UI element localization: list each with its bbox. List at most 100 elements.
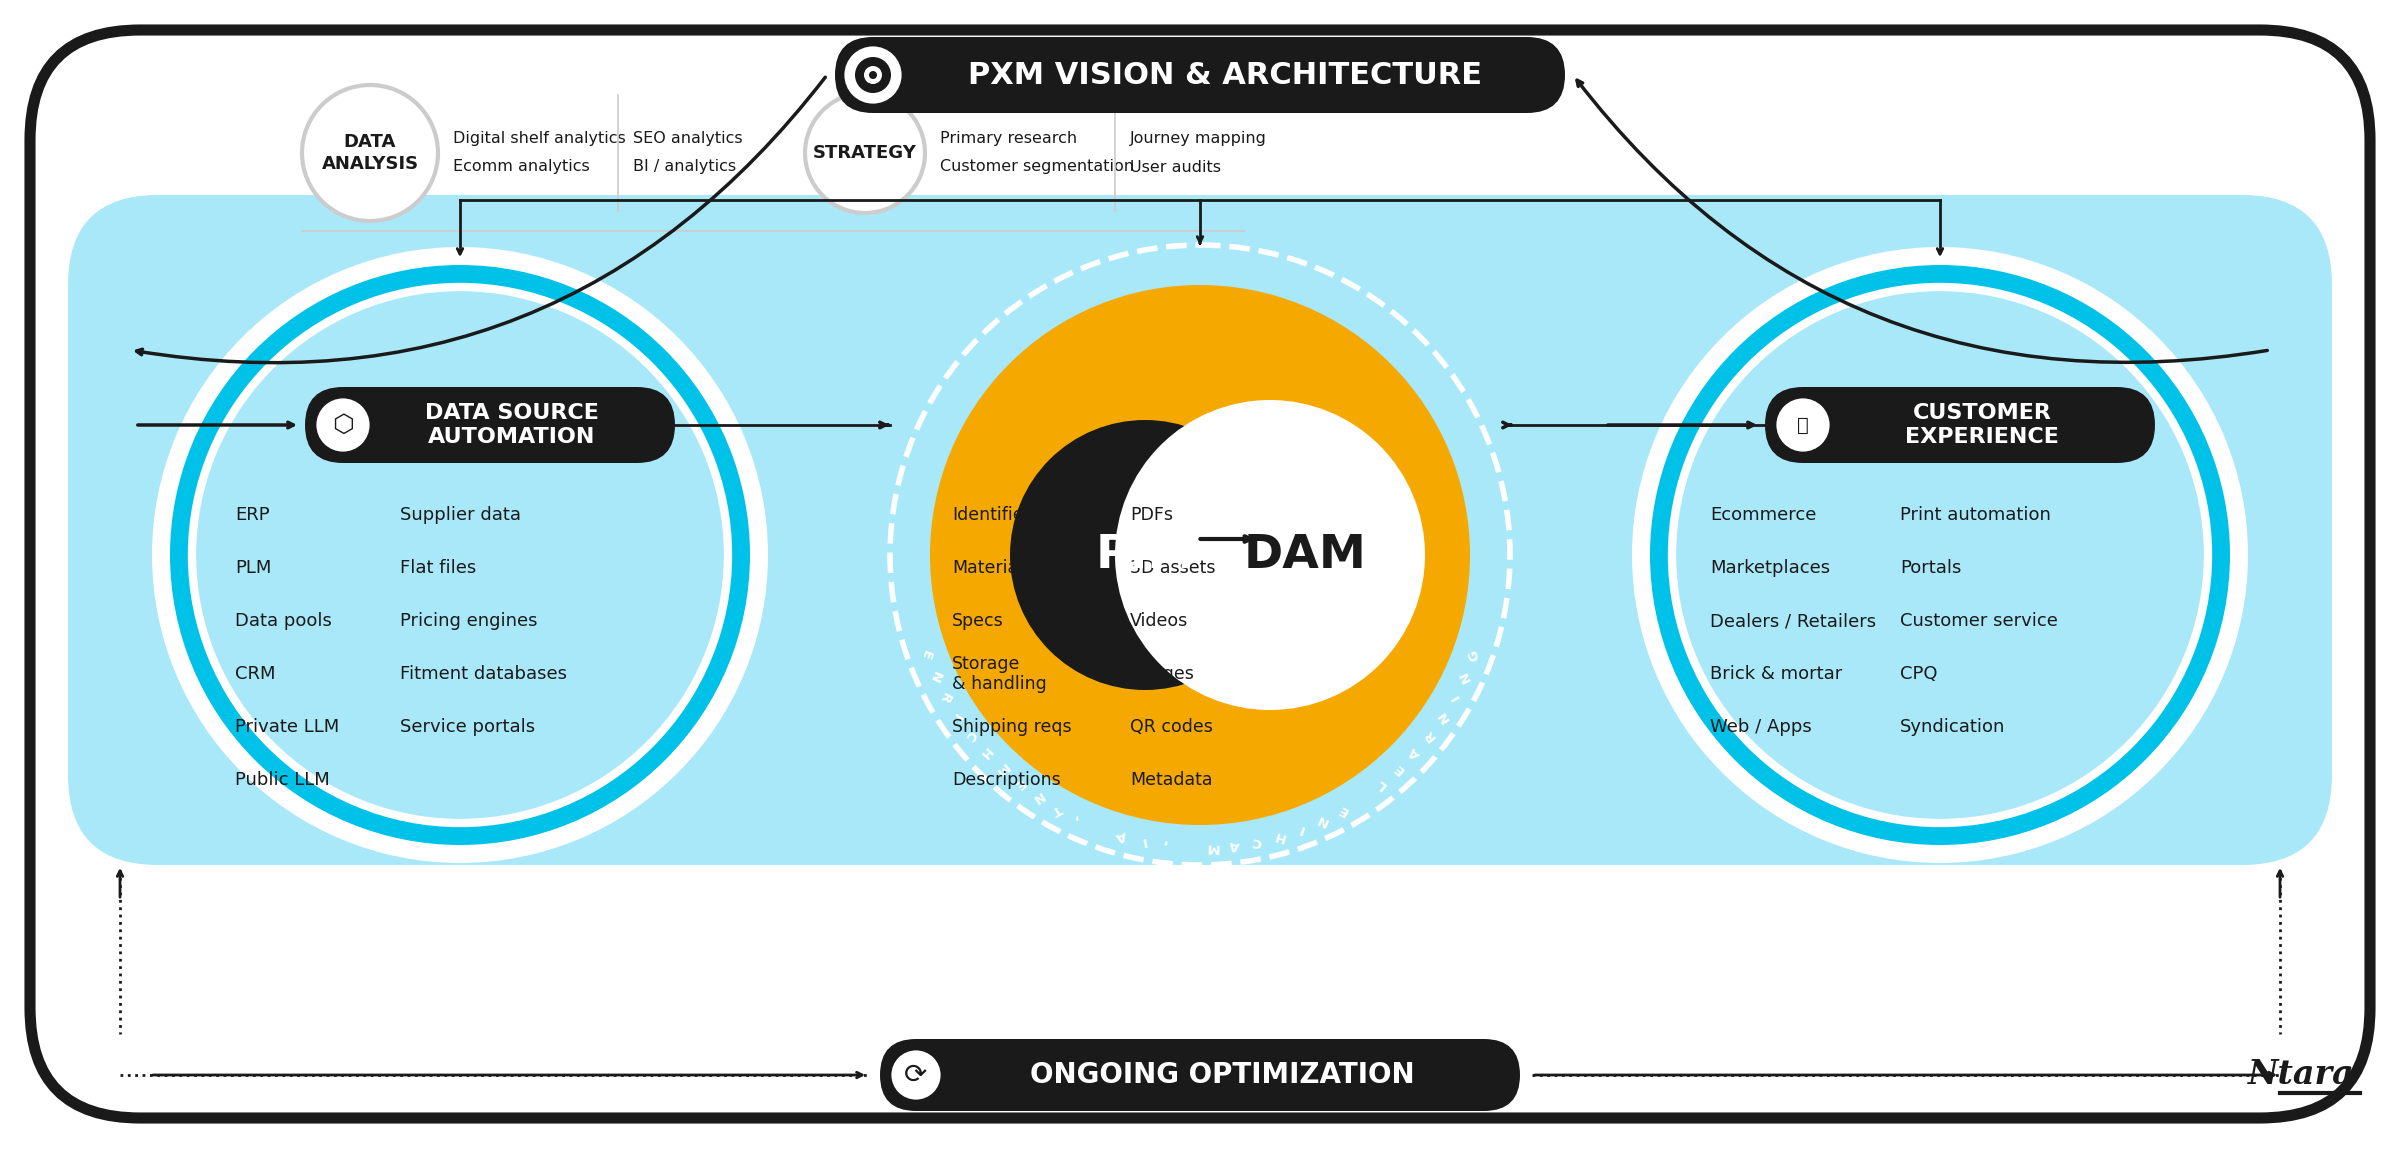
Circle shape — [1671, 288, 2209, 823]
Text: I: I — [1297, 822, 1306, 836]
Text: Marketplaces: Marketplaces — [1710, 559, 1830, 577]
Text: PIM: PIM — [1095, 532, 1196, 577]
Text: E: E — [1335, 802, 1349, 818]
Text: DATA
ANALYSIS: DATA ANALYSIS — [322, 133, 418, 174]
Text: T: T — [1049, 802, 1064, 818]
Text: ,: , — [1073, 813, 1083, 827]
Circle shape — [315, 397, 372, 453]
Circle shape — [864, 66, 881, 84]
Circle shape — [1649, 264, 2231, 845]
Text: Specs: Specs — [953, 612, 1004, 630]
Text: 3D assets: 3D assets — [1131, 559, 1215, 577]
Text: I: I — [1448, 691, 1462, 702]
Text: Brick & mortar: Brick & mortar — [1710, 665, 1842, 683]
Text: N: N — [1436, 708, 1453, 724]
Text: Ntara: Ntara — [2247, 1058, 2355, 1091]
Text: Identifiers: Identifiers — [953, 506, 1040, 524]
Text: 🛒: 🛒 — [1796, 415, 1808, 435]
Text: Digital shelf analytics: Digital shelf analytics — [454, 131, 627, 146]
Text: PDFs: PDFs — [1131, 506, 1174, 524]
Circle shape — [855, 58, 891, 93]
Text: SEO analytics: SEO analytics — [634, 131, 742, 146]
FancyBboxPatch shape — [67, 196, 2331, 865]
Text: Portals: Portals — [1899, 559, 1962, 577]
FancyBboxPatch shape — [1765, 388, 2156, 463]
Text: Pricing engines: Pricing engines — [401, 612, 538, 630]
Text: Fitment databases: Fitment databases — [401, 665, 567, 683]
Text: A: A — [1407, 744, 1424, 761]
Text: N: N — [927, 668, 944, 684]
Circle shape — [170, 264, 749, 845]
Circle shape — [151, 247, 768, 862]
Text: Materials: Materials — [953, 559, 1032, 577]
Text: R: R — [1421, 727, 1438, 743]
FancyBboxPatch shape — [881, 1038, 1520, 1111]
Text: STRATEGY: STRATEGY — [814, 144, 917, 162]
Text: ,: , — [1162, 838, 1169, 852]
Text: Images: Images — [1131, 665, 1193, 683]
Text: DAM: DAM — [1244, 532, 1366, 577]
Text: A: A — [1229, 838, 1241, 852]
Text: CUSTOMER
EXPERIENCE: CUSTOMER EXPERIENCE — [1904, 404, 2060, 446]
Text: QR codes: QR codes — [1131, 718, 1213, 736]
Text: G: G — [1467, 647, 1481, 662]
Text: Ecomm analytics: Ecomm analytics — [454, 160, 591, 175]
Text: Print automation: Print automation — [1899, 506, 2050, 524]
Circle shape — [869, 71, 876, 79]
Text: E: E — [1390, 761, 1407, 776]
Text: CPQ: CPQ — [1899, 665, 1938, 683]
Text: H: H — [1273, 828, 1287, 844]
Text: M: M — [992, 760, 1011, 779]
Circle shape — [1633, 247, 2247, 862]
Text: PXM VISION & ARCHITECTURE: PXM VISION & ARCHITECTURE — [968, 61, 1481, 90]
Text: Service portals: Service portals — [401, 718, 535, 736]
Text: PLM: PLM — [235, 559, 271, 577]
Text: Journey mapping: Journey mapping — [1131, 131, 1268, 146]
Text: C: C — [1251, 834, 1263, 849]
Text: CRM: CRM — [235, 665, 276, 683]
Text: Metadata: Metadata — [1131, 770, 1213, 789]
Text: Videos: Videos — [1131, 612, 1188, 630]
FancyBboxPatch shape — [305, 388, 675, 463]
Text: A: A — [1114, 828, 1126, 844]
Text: ⟳: ⟳ — [905, 1061, 927, 1089]
Text: N: N — [1457, 668, 1474, 684]
Text: Supplier data: Supplier data — [401, 506, 521, 524]
Text: N: N — [1316, 812, 1330, 828]
Text: H: H — [977, 744, 994, 761]
Circle shape — [804, 93, 924, 213]
Circle shape — [929, 285, 1469, 825]
Text: M: M — [1205, 840, 1217, 853]
FancyBboxPatch shape — [836, 37, 1565, 113]
Text: BI / analytics: BI / analytics — [634, 160, 737, 175]
Text: Customer segmentation: Customer segmentation — [941, 160, 1133, 175]
Text: R: R — [936, 689, 953, 704]
Text: N: N — [1030, 789, 1044, 806]
Text: ERP: ERP — [235, 506, 269, 524]
Text: Ecommerce: Ecommerce — [1710, 506, 1818, 524]
Text: Descriptions: Descriptions — [953, 770, 1061, 789]
Text: User audits: User audits — [1131, 160, 1222, 175]
Text: ONGOING OPTIMIZATION: ONGOING OPTIMIZATION — [1030, 1061, 1414, 1089]
Text: C: C — [963, 727, 977, 743]
Text: Customer service: Customer service — [1899, 612, 2058, 630]
Text: E: E — [917, 649, 934, 661]
Circle shape — [1114, 400, 1426, 710]
Text: ⬡: ⬡ — [331, 413, 353, 437]
Text: Storage
& handling: Storage & handling — [953, 656, 1047, 693]
Text: DATA SOURCE
AUTOMATION: DATA SOURCE AUTOMATION — [425, 404, 598, 446]
Text: L: L — [1373, 776, 1388, 791]
Text: Primary research: Primary research — [941, 131, 1078, 146]
Circle shape — [1774, 397, 1832, 453]
Text: Flat files: Flat files — [401, 559, 475, 577]
Circle shape — [891, 245, 1510, 865]
Text: Dealers / Retailers: Dealers / Retailers — [1710, 612, 1875, 630]
FancyBboxPatch shape — [29, 30, 2370, 1118]
Text: I: I — [1138, 835, 1148, 849]
Text: E: E — [1011, 776, 1025, 792]
Text: Public LLM: Public LLM — [235, 770, 329, 789]
Text: Shipping reqs: Shipping reqs — [953, 718, 1071, 736]
Circle shape — [891, 1049, 941, 1101]
Circle shape — [843, 45, 903, 105]
Text: Private LLM: Private LLM — [235, 718, 339, 736]
